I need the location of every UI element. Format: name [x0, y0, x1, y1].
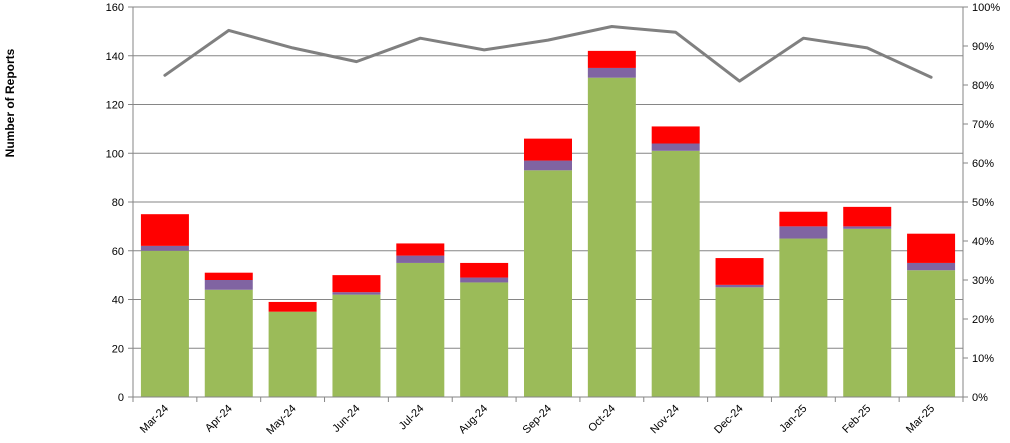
bar-segment-purple-oct-24: [587, 67, 636, 78]
bar-segment-purple-aug-24: [460, 277, 509, 283]
y2-tick-label: 50%: [972, 197, 994, 209]
bar-segment-red-aug-24: [460, 262, 509, 278]
bar-segment-red-may-24: [268, 301, 317, 312]
y2-tick-label: 40%: [972, 236, 994, 248]
x-tick-label: Dec-24: [712, 403, 746, 437]
y-tick-label: 40: [112, 295, 124, 307]
bar-segment-purple-mar-24: [140, 245, 189, 251]
bar-segment-red-feb-25: [843, 206, 892, 227]
y2-tick-label: 70%: [972, 119, 994, 131]
bar-segment-green-sep-24: [524, 170, 572, 397]
bar-segment-red-mar-25: [907, 233, 956, 263]
x-tick-label: Mar-24: [138, 403, 171, 436]
bar-segment-purple-dec-24: [715, 284, 764, 288]
bar-segment-red-jun-24: [332, 275, 381, 293]
x-tick-label: Oct-24: [586, 403, 618, 435]
x-tick-label: Jun-24: [330, 403, 362, 435]
y2-tick-label: 80%: [972, 80, 994, 92]
bar-segment-green-jan-25: [779, 238, 828, 397]
x-tick-label: Apr-24: [203, 403, 235, 435]
x-tick-label: Aug-24: [457, 403, 491, 437]
bar-segment-purple-mar-25: [907, 262, 956, 271]
bar-segment-green-aug-24: [460, 282, 509, 397]
x-tick-label: Mar-25: [904, 403, 937, 436]
bar-segment-green-dec-24: [715, 287, 764, 397]
bar-segment-red-nov-24: [651, 126, 700, 144]
bar-segment-red-jul-24: [396, 243, 445, 256]
x-tick-label: Nov-24: [648, 403, 682, 437]
bar-segment-purple-feb-25: [843, 226, 892, 229]
bar-layer: [140, 50, 956, 397]
bar-segment-red-jan-25: [779, 211, 828, 227]
y-axis-label: Number of Reports: [3, 48, 17, 157]
bar-segment-red-apr-24: [204, 272, 253, 280]
y-tick-label: 80: [112, 197, 124, 209]
x-tick-label: Jan-25: [777, 403, 809, 435]
bar-segment-purple-jun-24: [332, 292, 381, 295]
y2-tick-label: 60%: [972, 158, 994, 170]
y-tick-label: 60: [112, 246, 124, 258]
y2-tick-label: 10%: [972, 353, 994, 365]
bar-segment-green-nov-24: [651, 150, 700, 397]
bar-segment-green-apr-24: [204, 289, 253, 397]
y2-tick-label: 90%: [972, 41, 994, 53]
bar-segment-green-mar-24: [140, 250, 189, 397]
y-tick-label: 160: [106, 2, 124, 14]
bar-segment-red-dec-24: [715, 258, 764, 285]
bar-segment-red-mar-24: [140, 214, 189, 246]
bar-segment-purple-nov-24: [651, 143, 700, 151]
bar-segment-green-feb-25: [843, 228, 892, 397]
y-tick-label: 120: [106, 100, 124, 112]
bar-segment-purple-jul-24: [396, 255, 445, 263]
line-layer: [163, 25, 933, 83]
y-tick-label: 140: [106, 51, 124, 63]
percentage-line: [163, 25, 933, 83]
bar-segment-red-oct-24: [587, 50, 636, 68]
y-tick-label: 100: [106, 148, 124, 160]
y2-tick-label: 20%: [972, 314, 994, 326]
bar-segment-green-jul-24: [396, 262, 445, 397]
bar-segment-green-mar-25: [907, 270, 956, 397]
bar-segment-green-oct-24: [587, 77, 636, 397]
y-tick-label: 0: [118, 392, 124, 404]
x-tick-label: May-24: [264, 403, 298, 437]
bar-segment-purple-sep-24: [524, 160, 572, 171]
x-tick-label: Sep-24: [521, 403, 555, 437]
bar-segment-green-jun-24: [332, 294, 381, 397]
x-tick-label: Feb-25: [840, 403, 873, 436]
y2-tick-label: 100%: [972, 2, 1000, 14]
bar-segment-red-sep-24: [524, 138, 572, 161]
y2-tick-label: 0%: [972, 392, 988, 404]
x-tick-label: Jul-24: [397, 403, 427, 433]
bar-segment-green-may-24: [268, 311, 317, 397]
y-tick-label: 20: [112, 343, 124, 355]
bar-segment-purple-jan-25: [779, 226, 828, 239]
bar-segment-purple-apr-24: [204, 280, 253, 290]
y2-tick-label: 30%: [972, 275, 994, 287]
